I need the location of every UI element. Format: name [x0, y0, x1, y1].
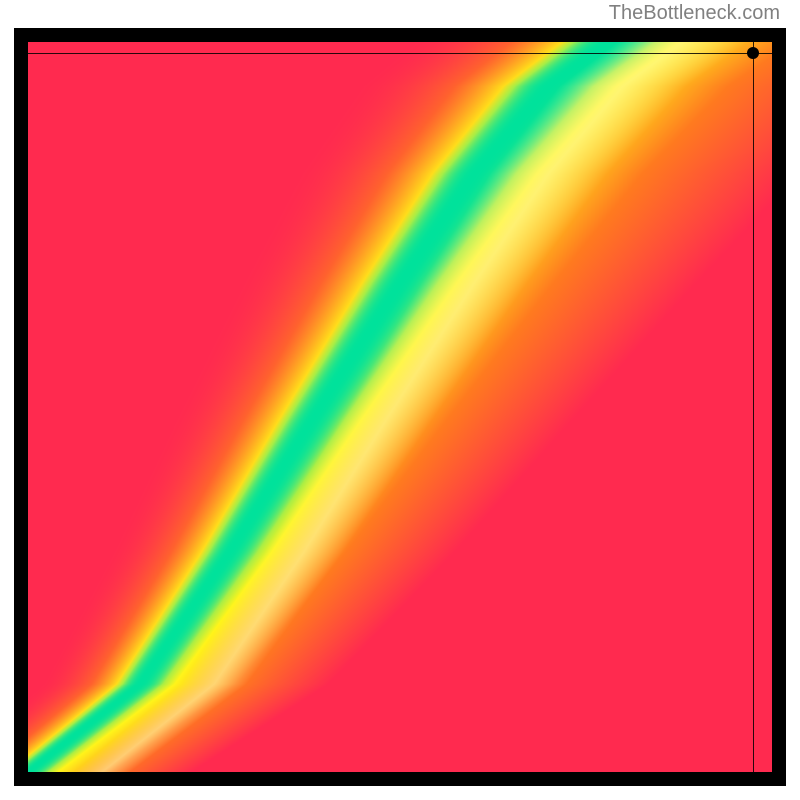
heatmap-canvas [28, 42, 772, 772]
chart-frame [14, 28, 786, 786]
crosshair-vertical [753, 42, 754, 772]
crosshair-horizontal [28, 53, 772, 54]
plot-area [28, 42, 772, 772]
watermark-text: TheBottleneck.com [609, 2, 780, 25]
data-marker [747, 47, 759, 59]
chart-container: TheBottleneck.com [0, 0, 800, 800]
